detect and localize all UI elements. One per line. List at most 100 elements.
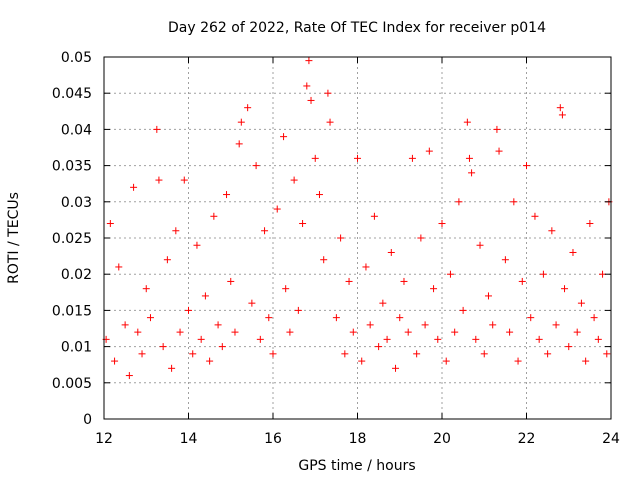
- data-point: [294, 306, 302, 314]
- x-tick-label: 18: [349, 431, 367, 447]
- data-point: [465, 154, 473, 162]
- y-axis-title: ROTI / TECUs: [6, 192, 22, 284]
- y-tick-label: 0.04: [61, 122, 92, 138]
- data-point: [531, 212, 539, 220]
- data-point: [438, 220, 446, 228]
- data-point: [430, 285, 438, 293]
- data-point: [413, 350, 421, 358]
- data-point: [556, 104, 564, 112]
- data-point: [463, 118, 471, 126]
- data-point: [311, 154, 319, 162]
- data-point: [115, 263, 123, 271]
- data-point: [468, 169, 476, 177]
- data-point: [599, 270, 607, 278]
- data-point: [320, 256, 328, 264]
- y-tick-label: 0.03: [61, 195, 92, 211]
- data-point: [326, 118, 334, 126]
- data-point: [565, 343, 573, 351]
- y-tick-label: 0: [83, 412, 92, 428]
- data-point: [235, 140, 243, 148]
- data-point: [286, 328, 294, 336]
- data-point: [159, 343, 167, 351]
- x-tick-label: 16: [264, 431, 282, 447]
- data-point: [269, 350, 277, 358]
- data-point: [510, 198, 518, 206]
- data-point: [273, 205, 281, 213]
- data-point: [421, 321, 429, 329]
- data-point: [400, 277, 408, 285]
- data-point: [518, 277, 526, 285]
- x-tick-label: 20: [433, 431, 451, 447]
- data-point: [459, 306, 467, 314]
- data-point: [299, 220, 307, 228]
- data-point: [237, 118, 245, 126]
- y-tick-label: 0.035: [52, 159, 92, 175]
- data-point: [539, 270, 547, 278]
- x-tick-label: 24: [602, 431, 620, 447]
- data-point: [125, 372, 133, 380]
- data-point: [366, 321, 374, 329]
- data-point: [408, 154, 416, 162]
- data-point: [341, 350, 349, 358]
- x-tick-label: 14: [180, 431, 198, 447]
- data-point: [523, 162, 530, 170]
- data-point: [155, 176, 163, 184]
- y-tick-label: 0.01: [61, 340, 92, 356]
- data-point: [252, 162, 260, 170]
- data-point: [493, 125, 501, 133]
- grid: [104, 57, 611, 419]
- data-point: [134, 328, 142, 336]
- data-point: [535, 335, 543, 343]
- y-tick-label: 0.015: [52, 303, 92, 319]
- data-point: [106, 220, 114, 228]
- data-point: [527, 314, 535, 322]
- data-point: [185, 306, 192, 314]
- data-point: [153, 125, 161, 133]
- data-point: [138, 350, 146, 358]
- data-point: [425, 147, 433, 155]
- data-point: [324, 89, 332, 97]
- y-tick-label: 0.005: [52, 376, 92, 392]
- data-point: [544, 350, 552, 358]
- chart-title: Day 262 of 2022, Rate Of TEC Index for r…: [168, 20, 546, 36]
- data-point: [404, 328, 412, 336]
- data-point: [315, 191, 323, 199]
- data-point: [337, 234, 345, 242]
- data-point: [227, 277, 235, 285]
- data-point: [472, 335, 480, 343]
- data-point: [590, 314, 598, 322]
- data-point: [197, 335, 205, 343]
- data-point: [303, 82, 311, 90]
- y-tick-label: 0.05: [61, 50, 92, 66]
- data-point: [130, 183, 138, 191]
- data-point: [573, 328, 581, 336]
- data-point: [561, 285, 569, 293]
- data-point: [214, 321, 222, 329]
- x-tick-label: 12: [95, 431, 113, 447]
- data-point: [396, 314, 404, 322]
- data-point: [417, 234, 425, 242]
- data-point: [434, 335, 442, 343]
- data-point: [244, 104, 252, 112]
- data-point: [392, 364, 400, 372]
- y-axis: 0 0.005 0.01 0.015 0.02 0.025 0.03 0.035 0.04 0.0…: [52, 50, 611, 428]
- data-point: [446, 270, 454, 278]
- data-point: [442, 357, 450, 365]
- data-point: [206, 357, 214, 365]
- data-point: [345, 277, 353, 285]
- data-point: [362, 263, 370, 271]
- data-point: [189, 350, 197, 358]
- data-point: [261, 227, 269, 235]
- data-point: [210, 212, 218, 220]
- data-point: [586, 220, 594, 228]
- data-point: [379, 299, 387, 307]
- data-point: [163, 256, 171, 264]
- data-point: [548, 227, 556, 235]
- x-tick-label: 22: [518, 431, 536, 447]
- data-point: [569, 248, 577, 256]
- data-point: [280, 133, 288, 141]
- data-point: [111, 357, 119, 365]
- data-points: [102, 57, 613, 380]
- data-point: [375, 343, 383, 351]
